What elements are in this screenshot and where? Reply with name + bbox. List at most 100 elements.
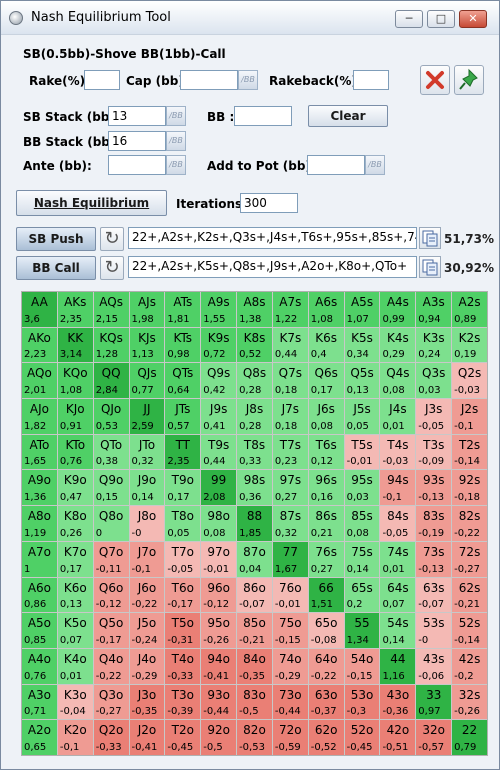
hand-cell[interactable]: A9s 1,55 [201, 292, 237, 327]
hand-cell[interactable]: A6s 1,08 [308, 292, 344, 327]
hand-cell[interactable]: 72s -0,27 [452, 541, 487, 577]
hand-cell[interactable]: 64s 0,07 [380, 577, 416, 613]
hand-cell[interactable]: T6o -0,17 [165, 577, 201, 613]
hand-cell[interactable]: J9o 0,14 [129, 470, 165, 506]
hand-cell[interactable]: K7s 0,44 [272, 327, 308, 363]
hand-cell[interactable]: 65s 0,2 [344, 577, 380, 613]
hand-cell[interactable]: Q5o -0,17 [93, 613, 129, 648]
hand-cell[interactable]: 22 0,79 [452, 720, 487, 755]
hand-cell[interactable]: J5o -0,24 [129, 613, 165, 648]
hand-cell[interactable]: J4s 0,01 [380, 399, 416, 434]
hand-cell[interactable]: 84s -0,05 [380, 506, 416, 541]
hand-cell[interactable]: T2o -0,45 [165, 720, 201, 755]
title-bar[interactable]: Nash Equilibrium Tool ─ □ ✕ [1, 1, 499, 35]
hand-cell[interactable]: 76o -0,01 [272, 577, 308, 613]
hand-cell[interactable]: 64o -0,22 [308, 648, 344, 684]
hand-cell[interactable]: A5o 0,85 [22, 613, 57, 648]
hand-cell[interactable]: K6o 0,13 [57, 577, 93, 613]
close-button[interactable]: ✕ [459, 10, 487, 28]
hand-cell[interactable]: ATs 1,81 [165, 292, 201, 327]
bb-stack-field[interactable]: 16 [108, 131, 166, 151]
hand-cell[interactable]: 33 0,97 [416, 684, 452, 720]
hand-cell[interactable]: 88 1,85 [237, 506, 272, 541]
hand-cell[interactable]: 82o -0,53 [237, 720, 272, 755]
hand-cell[interactable]: Q2o -0,33 [93, 720, 129, 755]
cap-field[interactable] [180, 70, 238, 90]
hand-cell[interactable]: J9s 0,41 [201, 399, 237, 434]
hand-cell[interactable]: 95s 0,03 [344, 470, 380, 506]
hand-cell[interactable]: JTo 0,32 [129, 434, 165, 470]
hand-cell[interactable]: AQo 2,01 [22, 363, 57, 399]
hand-cell[interactable]: KJo 0,91 [57, 399, 93, 434]
hand-cell[interactable]: 42s -0,2 [452, 648, 487, 684]
ante-bb-toggle[interactable]: /BB [166, 155, 186, 175]
hand-cell[interactable]: 53s -0 [416, 613, 452, 648]
hand-cell[interactable]: JJ 2,59 [129, 399, 165, 434]
hand-cell[interactable]: 96s 0,16 [308, 470, 344, 506]
hand-cell[interactable]: 87o 0,04 [237, 541, 272, 577]
hand-cell[interactable]: AKo 2,23 [22, 327, 57, 363]
hand-cell[interactable]: Q3o -0,27 [93, 684, 129, 720]
hand-cell[interactable]: 43s -0,06 [416, 648, 452, 684]
hand-cell[interactable]: 77 1,67 [272, 541, 308, 577]
hand-cell[interactable]: A5s 1,07 [344, 292, 380, 327]
bb-call-range-field[interactable]: 22+,A2s+,K5s+,Q8s+,J9s+,A2o+,K8o+,QTo+ [128, 256, 417, 278]
sb-push-range-field[interactable]: 22+,A2s+,K2s+,Q3s+,J4s+,T6s+,95s+,85s+,7… [128, 227, 417, 249]
hand-cell[interactable]: KTs 0,98 [165, 327, 201, 363]
hand-cell[interactable]: QQ 2,84 [93, 363, 129, 399]
hand-cell[interactable]: A8s 1,38 [237, 292, 272, 327]
hand-cell[interactable]: Q9o 0,15 [93, 470, 129, 506]
hand-cell[interactable]: 85o -0,21 [237, 613, 272, 648]
bb-call-copy-button[interactable] [419, 256, 441, 278]
hand-cell[interactable]: Q6s 0,17 [308, 363, 344, 399]
hand-cell[interactable]: 83s -0,19 [416, 506, 452, 541]
hand-cell[interactable]: 87s 0,32 [272, 506, 308, 541]
hand-cell[interactable]: 82s -0,22 [452, 506, 487, 541]
hand-cell[interactable]: 86o -0,07 [237, 577, 272, 613]
hand-cell[interactable]: KJs 1,13 [129, 327, 165, 363]
hand-cell[interactable]: 94o -0,41 [201, 648, 237, 684]
hand-cell[interactable]: Q4s 0,08 [380, 363, 416, 399]
hand-cell[interactable]: A3o 0,71 [22, 684, 57, 720]
hand-cell[interactable]: QJo 0,53 [93, 399, 129, 434]
hand-cell[interactable]: AQs 2,15 [93, 292, 129, 327]
hand-cell[interactable]: J2s -0,1 [452, 399, 487, 434]
sb-push-copy-button[interactable] [419, 227, 441, 249]
hand-cell[interactable]: TT 2,35 [165, 434, 201, 470]
hand-cell[interactable]: K4o 0,01 [57, 648, 93, 684]
hand-cell[interactable]: J6s 0,08 [308, 399, 344, 434]
hand-cell[interactable]: A8o 1,19 [22, 506, 57, 541]
hand-cell[interactable]: 63s -0,07 [416, 577, 452, 613]
maximize-button[interactable]: □ [427, 10, 455, 28]
hand-cell[interactable]: 54s 0,14 [380, 613, 416, 648]
hand-cell[interactable]: K2o -0,1 [57, 720, 93, 755]
sb-stack-field[interactable]: 13 [108, 106, 166, 126]
hand-cell[interactable]: J6o -0,22 [129, 577, 165, 613]
hand-cell[interactable]: 86s 0,21 [308, 506, 344, 541]
hand-cell[interactable]: 74o -0,29 [272, 648, 308, 684]
hand-cell[interactable]: QJs 0,77 [129, 363, 165, 399]
hand-cell[interactable]: 92o -0,5 [201, 720, 237, 755]
hand-cell[interactable]: T2s -0,14 [452, 434, 487, 470]
hand-cell[interactable]: 94s -0,1 [380, 470, 416, 506]
hand-cell[interactable]: T5s -0,01 [344, 434, 380, 470]
hand-cell[interactable]: T8s 0,33 [237, 434, 272, 470]
clear-button[interactable]: Clear [308, 105, 388, 127]
hand-cell[interactable]: 98o 0,08 [201, 506, 237, 541]
hand-cell[interactable]: Q5s 0,13 [344, 363, 380, 399]
hand-cell[interactable]: T7o -0,05 [165, 541, 201, 577]
hand-cell[interactable]: 98s 0,36 [237, 470, 272, 506]
hand-cell[interactable]: J5s 0,05 [344, 399, 380, 434]
hand-cell[interactable]: KTo 0,76 [57, 434, 93, 470]
hand-cell[interactable]: K8o 0,26 [57, 506, 93, 541]
hand-cell[interactable]: T3s -0,09 [416, 434, 452, 470]
hand-cell[interactable]: Q8s 0,28 [237, 363, 272, 399]
hand-cell[interactable]: J8s 0,28 [237, 399, 272, 434]
hand-cell[interactable]: J4o -0,29 [129, 648, 165, 684]
hand-cell[interactable]: T8o 0,05 [165, 506, 201, 541]
hand-cell[interactable]: A2o 0,65 [22, 720, 57, 755]
hand-cell[interactable]: 84o -0,35 [237, 648, 272, 684]
hand-cell[interactable]: 73s -0,13 [416, 541, 452, 577]
hand-cell[interactable]: KQs 1,28 [93, 327, 129, 363]
hand-cell[interactable]: 76s 0,27 [308, 541, 344, 577]
